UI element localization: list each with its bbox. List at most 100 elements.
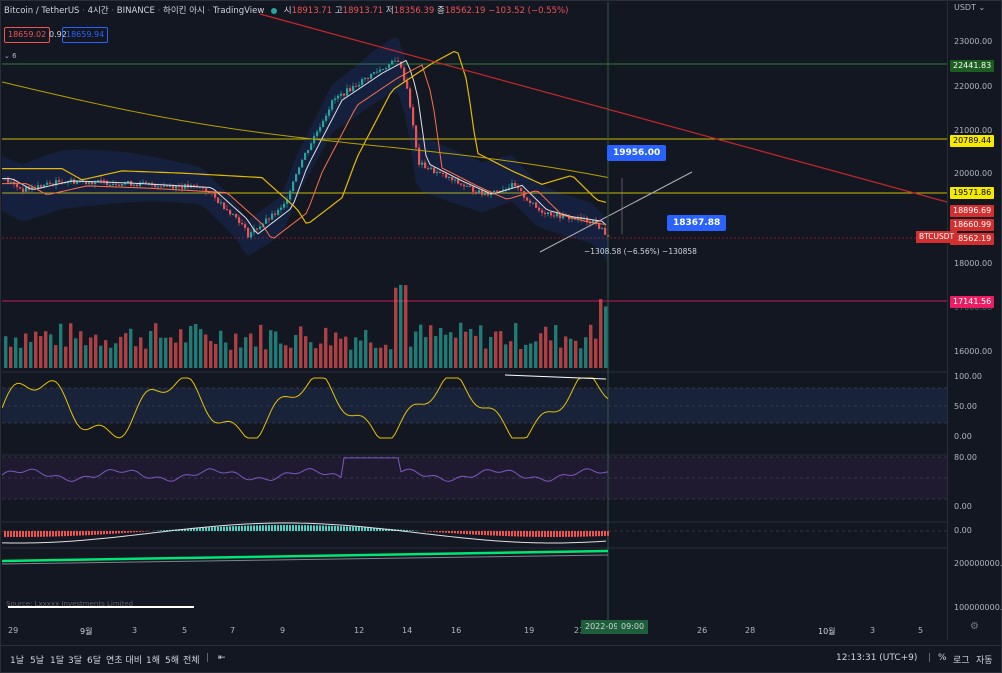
candle-body [256,228,259,230]
macd-histogram-bar [430,531,432,532]
price-callout-top[interactable]: 19956.00 [607,145,667,161]
candle-body [172,186,175,189]
volume-bar [64,346,68,368]
macd-histogram-bar [58,531,60,537]
gear-icon[interactable]: ⚙ [970,621,979,632]
macd-histogram-bar [118,531,120,534]
candle-body [469,185,472,187]
log-toggle[interactable]: 로그 [953,656,970,666]
candle-body [538,207,541,211]
candle-body [385,68,388,70]
range-button-3m[interactable]: 3달 [68,656,83,666]
macd-histogram-bar [583,531,585,537]
macd-histogram-bar [241,525,243,531]
macd-histogram-bar [13,531,15,537]
macd-histogram-bar [457,531,459,534]
candle-body [478,190,481,194]
macd-histogram-bar [403,529,405,531]
volume-bar [99,345,103,368]
volume-bar [144,348,148,368]
buy-price-button[interactable]: 18659.94 [62,27,109,43]
candle-body [25,186,28,192]
ohlc-close-label: 종 [437,6,445,16]
candle-body [196,185,199,187]
chart-canvas[interactable] [1,2,948,640]
support-trendline [539,171,693,253]
range-button-6m[interactable]: 6달 [87,656,102,666]
macd-histogram-bar [199,527,201,531]
macd-histogram-bar [229,526,231,531]
candle-body [448,177,451,179]
range-button-1y[interactable]: 1해 [146,656,161,666]
volume-bar [44,331,48,368]
ohlc-close: 18562.19 [444,6,486,16]
macd-histogram-bar [328,525,330,531]
volume-bar [594,338,598,368]
macd-histogram-bar [91,531,93,535]
candle-body [439,171,442,173]
interval-label[interactable]: 4시간 [87,6,109,16]
macd-histogram-bar [517,531,519,537]
macd-histogram-bar [490,531,492,536]
indicator-count: 6 [12,52,17,60]
macd-histogram-bar [502,531,504,536]
macd-histogram-bar [127,531,129,533]
candle-body [157,186,160,188]
macd-histogram-bar [292,525,294,531]
macd-histogram-bar [25,531,27,537]
volume-bar [564,336,568,368]
rsi-tick: 0.00 [954,502,972,511]
candle-body [163,185,166,187]
currency-selector[interactable]: USDT ⌄ [954,3,986,12]
macd-histogram-bar [544,531,546,537]
candle-body [514,183,517,187]
range-button-all[interactable]: 전체 [183,656,200,666]
legend-header[interactable]: Bitcoin / TetherUS · 4시간 · BINANCE · 하이킨… [4,6,569,16]
stoch-tick: 0.00 [954,432,972,441]
indicators-toggle[interactable]: ⌄ 6 [4,52,17,60]
price-callout-bottom[interactable]: 18367.88 [667,215,727,231]
volume-bar [589,324,593,368]
moving-average-line [1,81,609,178]
volume-indicator-line [1,554,609,565]
price-range-measure: −1308.58 (−6.56%) −130858 [584,247,697,256]
macd-histogram-bar [49,531,51,537]
candle-body [334,98,337,101]
candle-body [298,167,301,175]
candle-body [364,77,367,80]
volume-bar [549,340,553,368]
macd-histogram-bar [298,525,300,531]
volume-bar [29,342,33,368]
time-axis[interactable]: 29 9월 3 5 7 9 12 14 16 19 21 26 28 10월 3… [2,622,947,640]
range-button-1m[interactable]: 1달 [50,656,65,666]
clock-timezone[interactable]: 12:13:31 (UTC+9) [836,653,918,663]
date-range-icon[interactable]: ⇤ [218,653,226,663]
macd-histogram-bar [487,531,489,536]
macd-histogram-bar [568,531,570,537]
candle-body [133,184,136,186]
macd-histogram-bar [235,526,237,531]
percent-toggle[interactable]: % [938,653,947,663]
range-button-5y[interactable]: 5해 [165,656,180,666]
macd-histogram-bar [46,531,48,537]
macd-histogram-bar [244,525,246,531]
volume-bar [194,324,198,368]
range-button-ytd[interactable]: 연초 대비 [106,656,142,666]
macd-histogram-bar [553,531,555,537]
auto-toggle[interactable]: 자동 [976,656,993,666]
price-axis[interactable]: USDT ⌄ 23000.00 22000.00 21000.00 20000.… [947,2,1002,640]
chart-area[interactable] [1,2,948,640]
price-tag-line: 17141.56 [950,296,995,308]
candle-body [328,109,331,116]
candle-body [454,179,457,181]
macd-histogram-bar [184,528,186,531]
range-button-1d[interactable]: 1날 [10,656,25,666]
rsi-band [2,457,947,499]
sell-price-button[interactable]: 18659.02 [4,27,51,43]
macd-histogram-bar [352,526,354,531]
candle-body [292,181,295,192]
range-button-5d[interactable]: 5날 [30,656,45,666]
macd-histogram-bar [598,531,600,537]
symbol-name[interactable]: Bitcoin / TetherUS [4,6,80,16]
macd-histogram-bar [565,531,567,537]
